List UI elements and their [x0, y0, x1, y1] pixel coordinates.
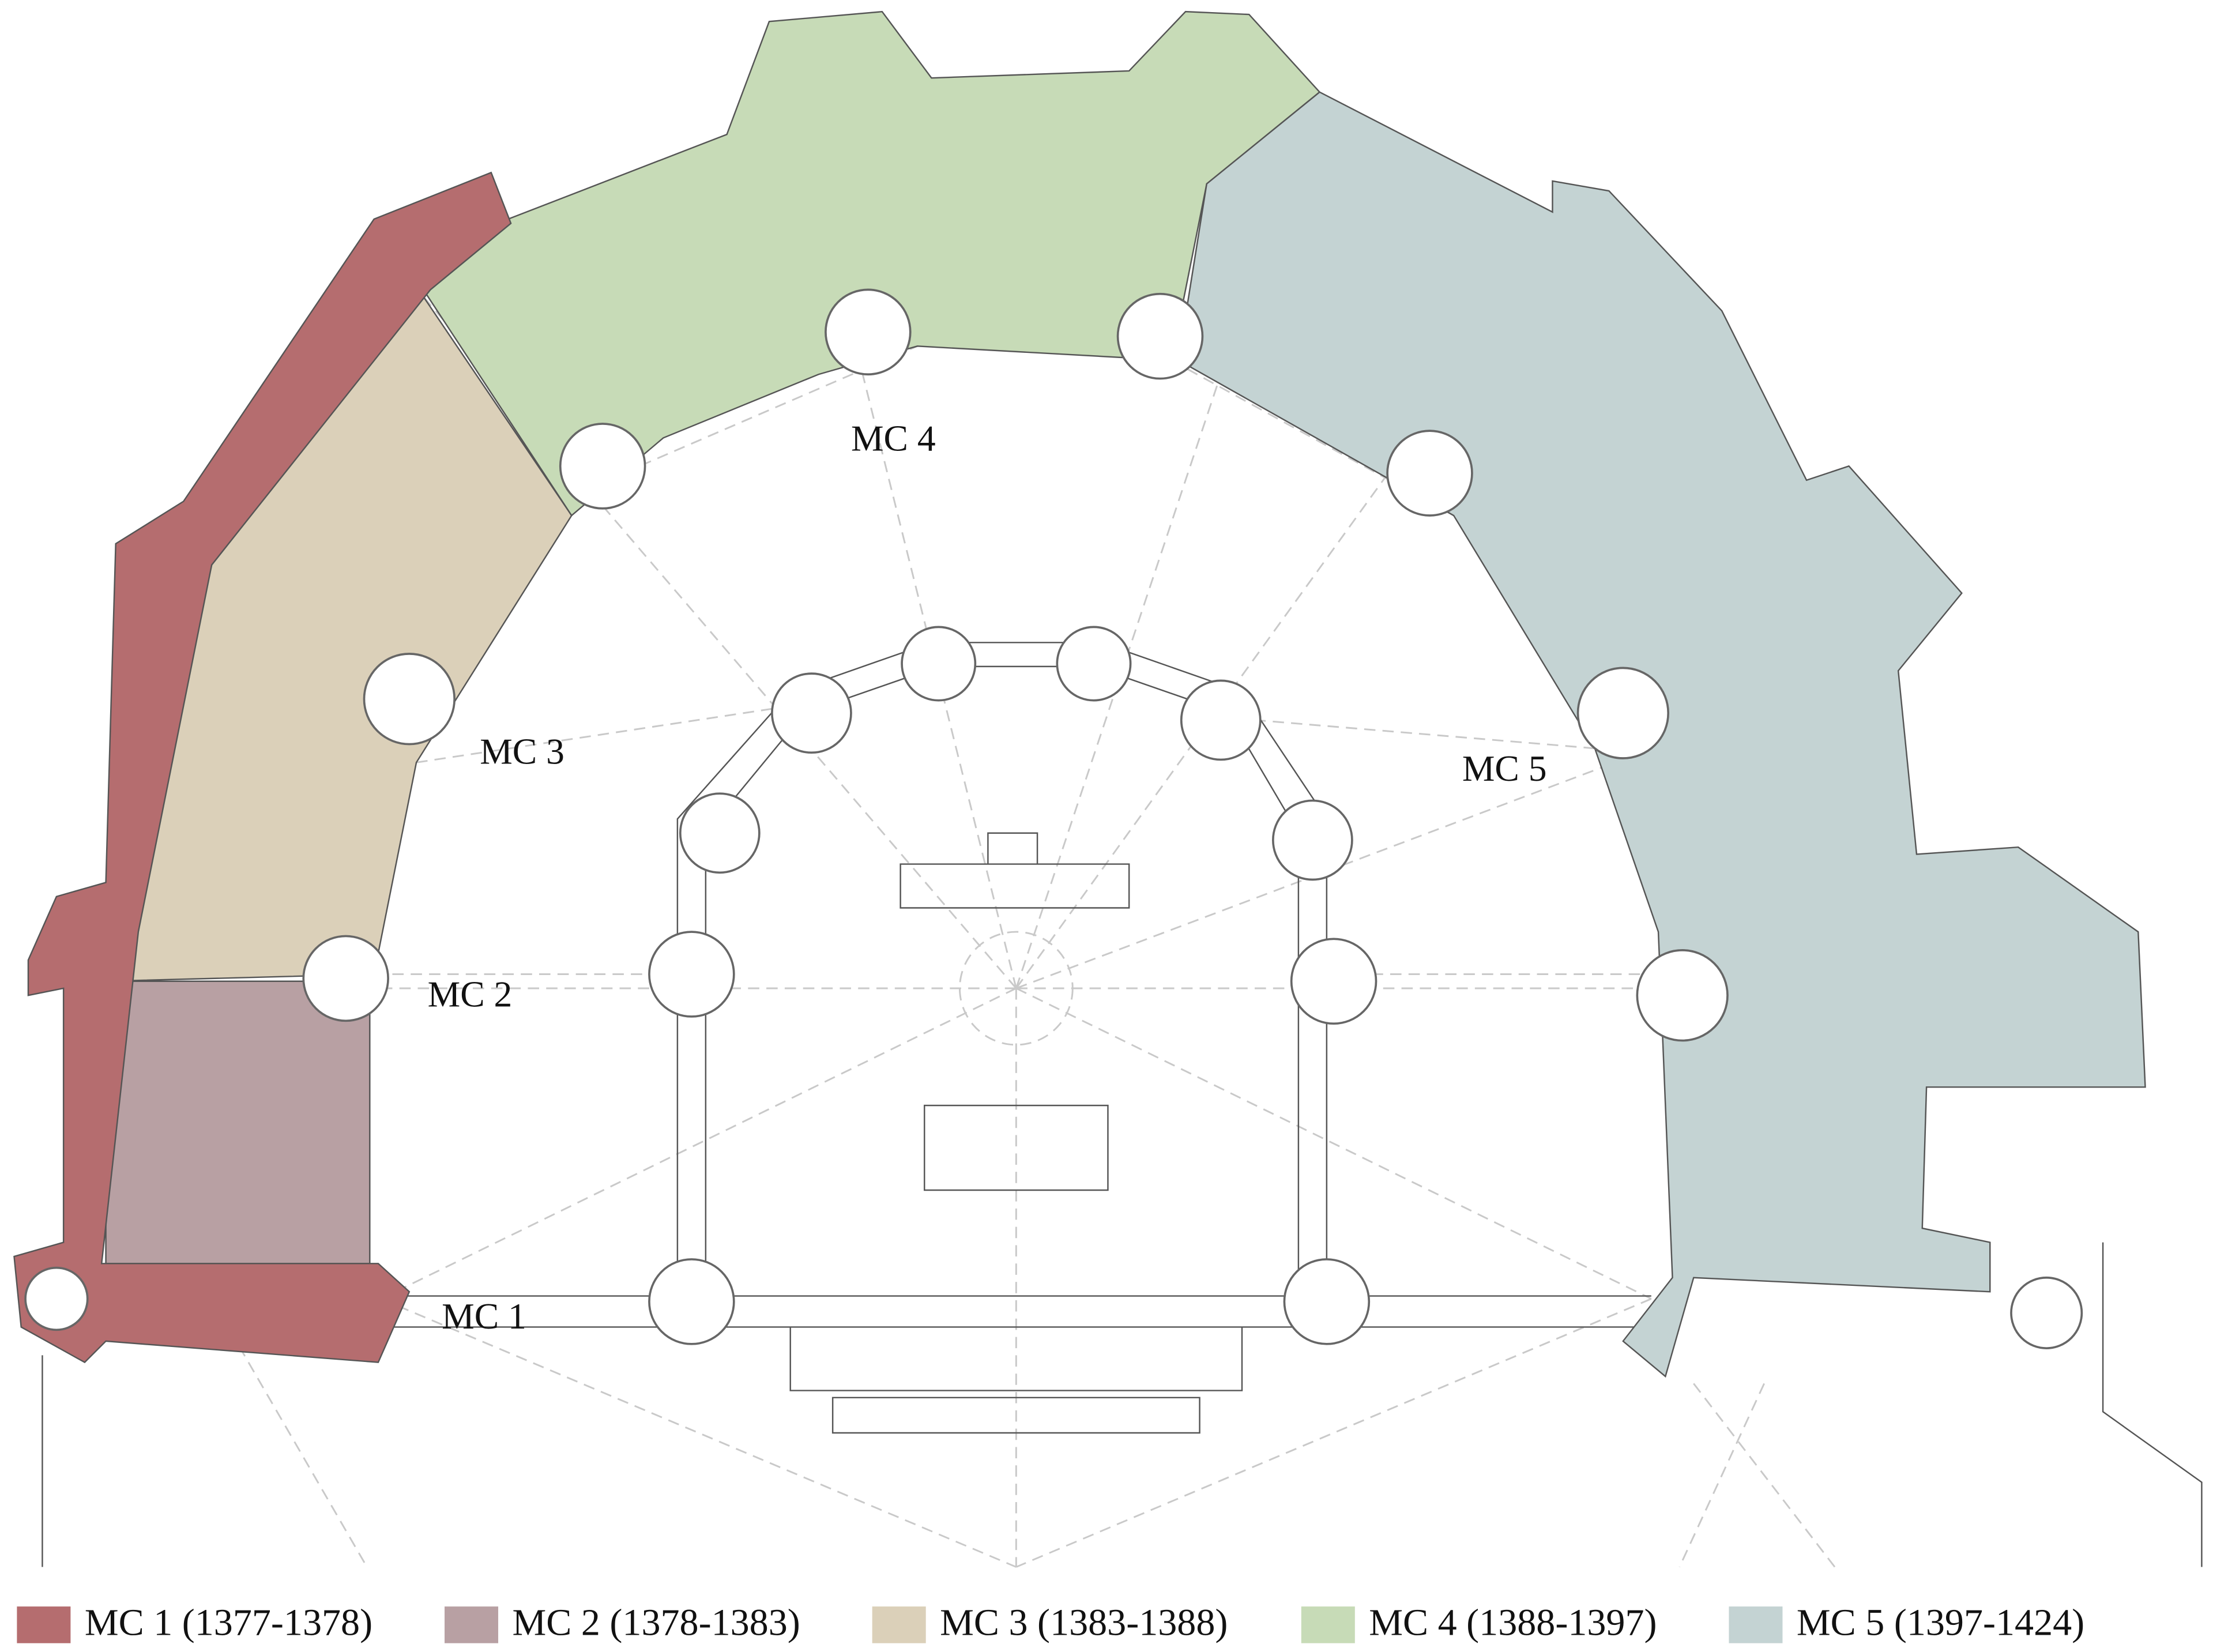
pier: [1283, 1258, 1371, 1345]
stair: [2010, 1276, 2083, 1349]
zone-label: MC 5: [1462, 748, 1547, 789]
pier: [1056, 626, 1132, 702]
pier: [648, 931, 735, 1018]
pier: [901, 626, 977, 702]
zone-mc4: [422, 10, 1321, 517]
pier: [771, 672, 852, 754]
pier: [1290, 938, 1378, 1025]
zone-label: MC 1: [442, 1296, 526, 1337]
zone-label: MC 3: [480, 731, 564, 772]
zone-mc1: [13, 171, 512, 1364]
legend-label: MC 3 (1383-1388): [940, 1602, 1228, 1644]
stair: [24, 1266, 89, 1331]
legend-swatch: [17, 1606, 71, 1643]
pier: [559, 423, 646, 510]
pier: [363, 653, 456, 746]
legend-label: MC 5 (1397-1424): [1797, 1602, 2084, 1644]
legend-label: MC 4 (1388-1397): [1369, 1602, 1657, 1644]
vault-lines: [42, 85, 2203, 1568]
pier: [825, 288, 912, 376]
zone-label: MC 2: [428, 974, 513, 1015]
pier: [1271, 799, 1353, 881]
legend: MC 1 (1377-1378) MC 2 (1378-1383) MC 3 (13…: [17, 1602, 2084, 1644]
zone-label: MC 4: [851, 417, 936, 458]
legend-swatch: [445, 1606, 499, 1643]
pier: [1386, 430, 1473, 517]
pier: [1116, 292, 1204, 380]
legend-swatch: [1301, 1606, 1355, 1643]
legend-swatch: [1729, 1606, 1783, 1643]
pier: [1636, 949, 1729, 1042]
zone-labels: MC 1 MC 2 MC 3 MC 4 MC 5: [428, 417, 1547, 1336]
legend-label: MC 2 (1378-1383): [513, 1602, 800, 1644]
pier: [648, 1258, 735, 1345]
pier: [1180, 679, 1262, 761]
legend-label: MC 1 (1377-1378): [85, 1602, 372, 1644]
piers: [24, 288, 2083, 1349]
pier: [679, 792, 761, 874]
pier: [1576, 667, 1670, 759]
zone-mc2: [105, 980, 371, 1265]
pier: [302, 935, 389, 1022]
legend-swatch: [872, 1606, 926, 1643]
